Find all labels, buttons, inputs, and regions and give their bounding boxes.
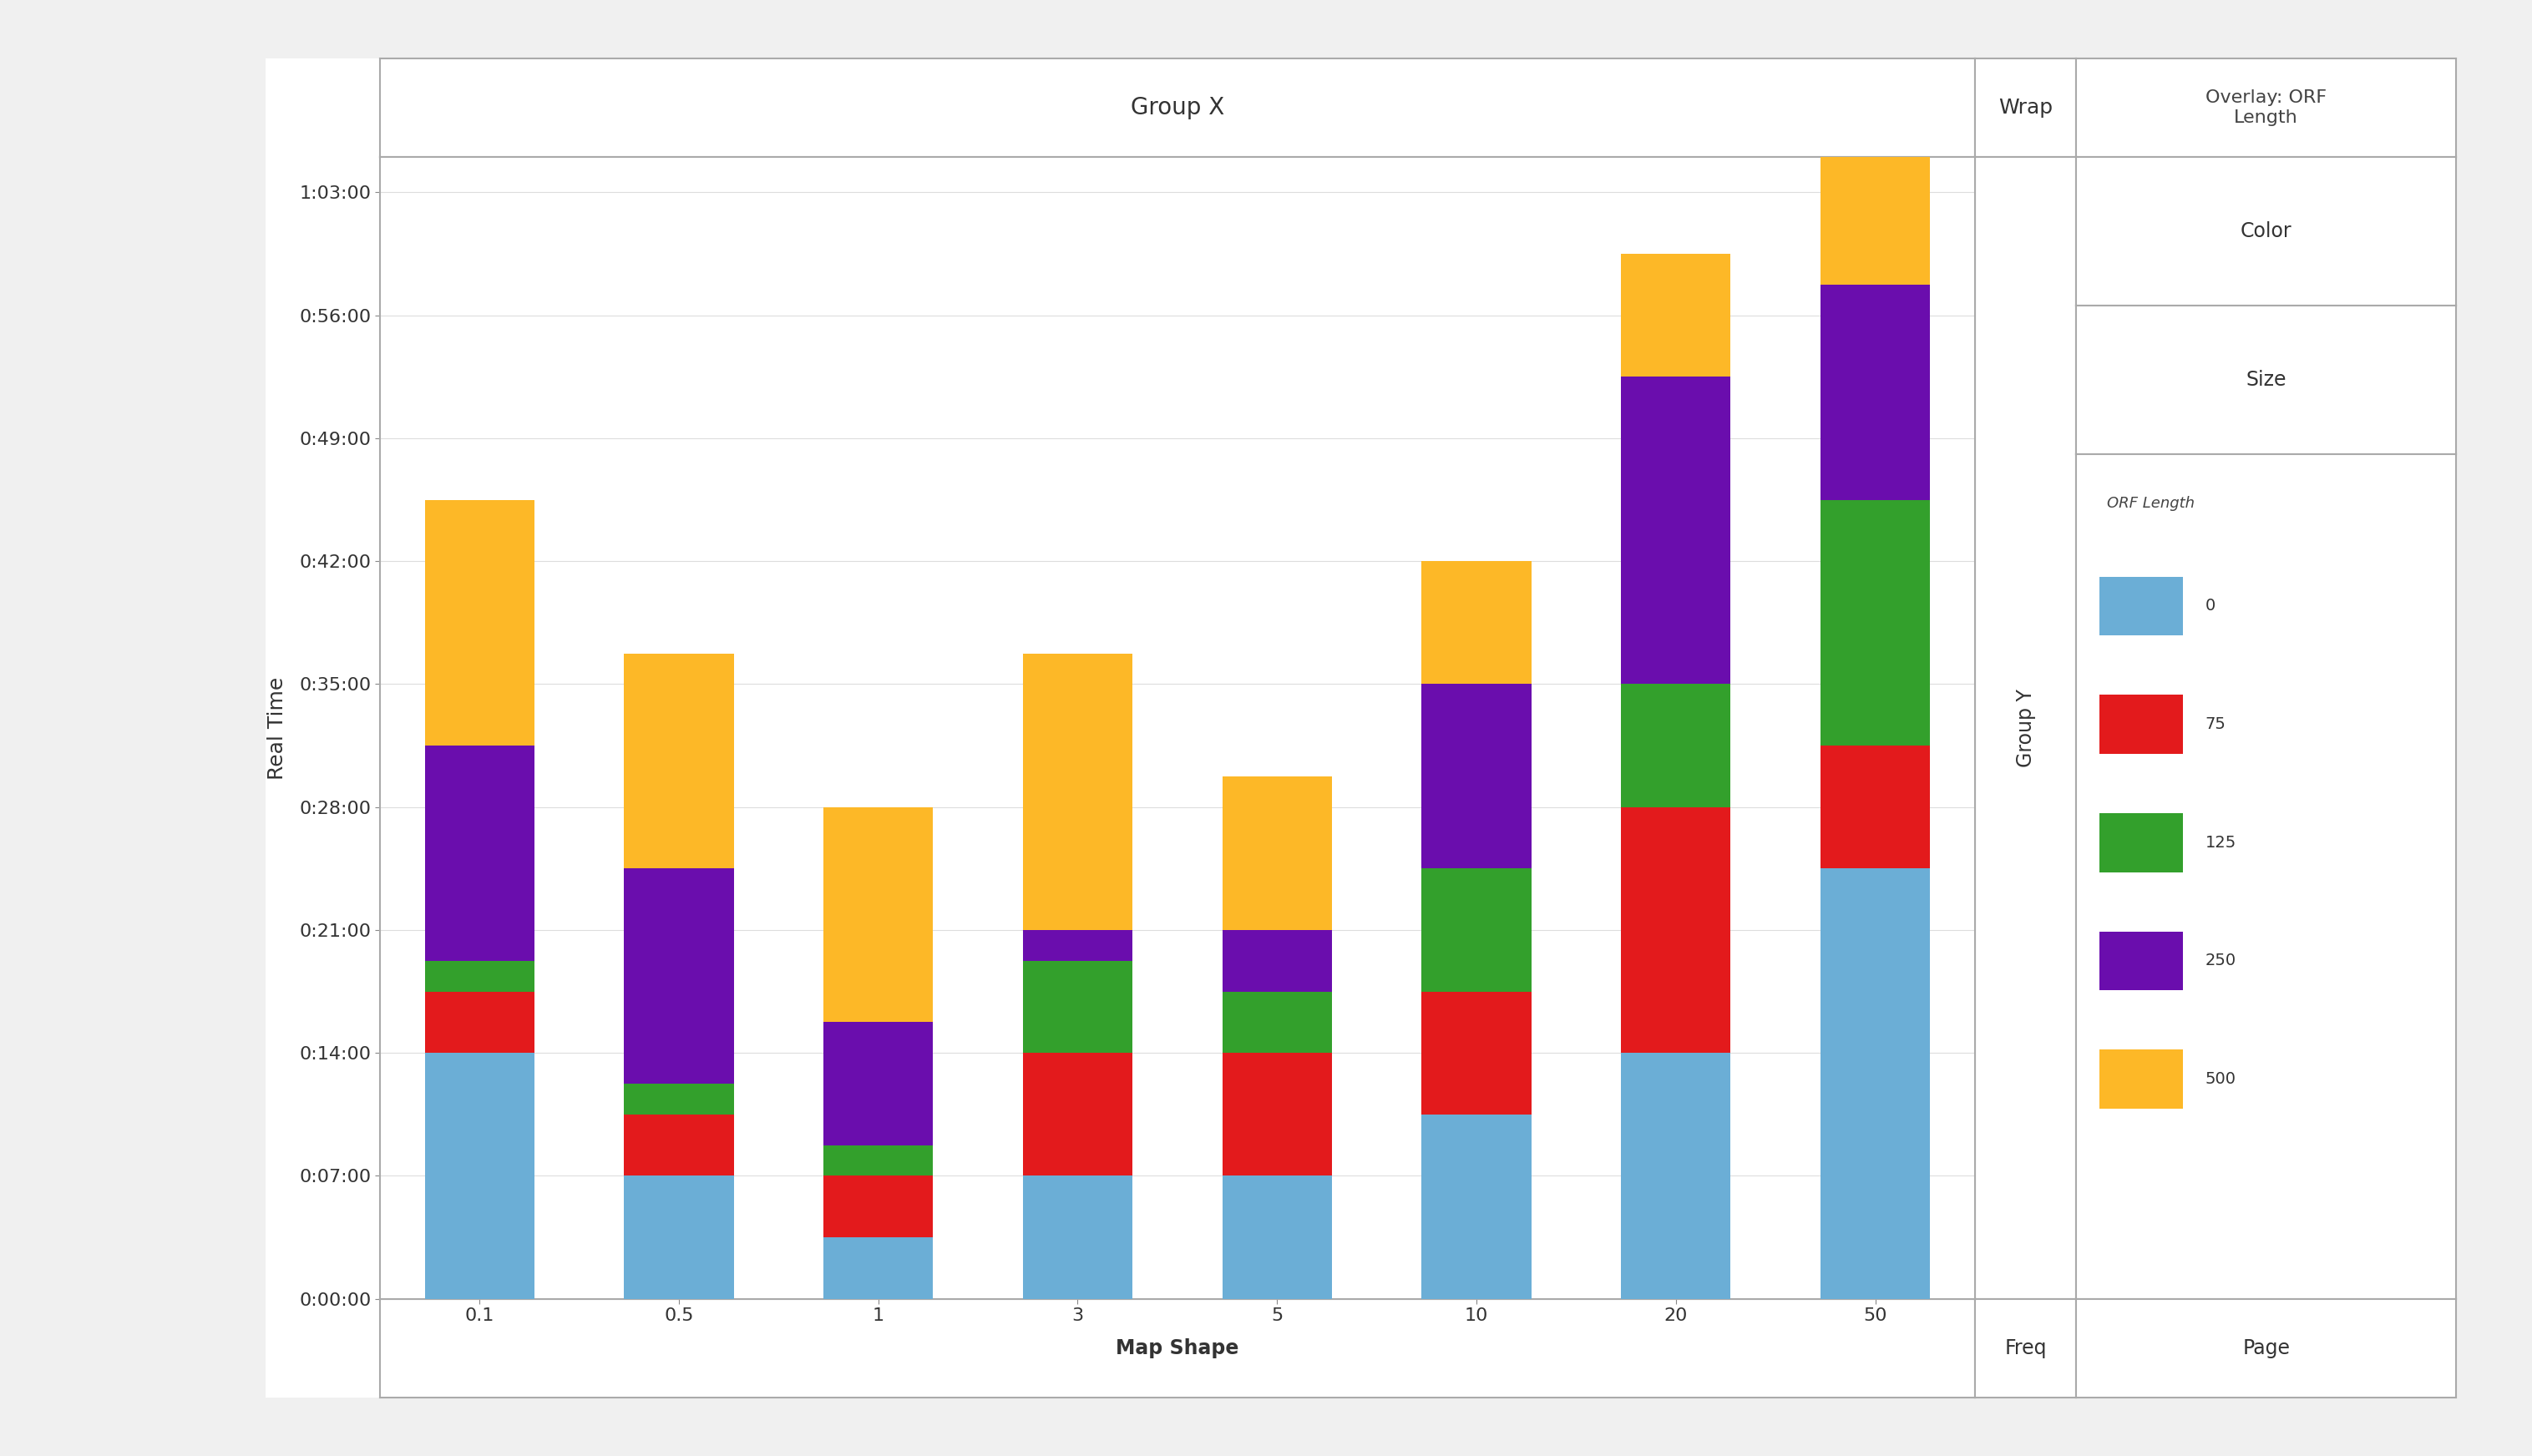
Y-axis label: Real Time: Real Time — [268, 677, 289, 779]
Text: Overlay: ORF
Length: Overlay: ORF Length — [2205, 90, 2327, 125]
Text: Wrap: Wrap — [1998, 98, 2053, 118]
Text: 250: 250 — [2205, 952, 2236, 968]
Text: Group X: Group X — [1129, 96, 1225, 119]
Text: Freq: Freq — [2005, 1338, 2046, 1358]
Bar — [823, 1022, 934, 1144]
Bar — [1821, 284, 1929, 499]
Bar — [623, 654, 734, 868]
Bar — [823, 1176, 934, 1238]
Bar — [823, 1144, 934, 1176]
Bar — [1620, 1053, 1732, 1299]
Bar — [623, 1114, 734, 1176]
Bar — [1023, 654, 1132, 930]
Text: Size: Size — [2246, 370, 2286, 390]
FancyBboxPatch shape — [2099, 932, 2183, 990]
Text: 500: 500 — [2205, 1072, 2236, 1088]
Bar — [425, 1053, 534, 1299]
Bar — [1420, 561, 1532, 684]
FancyBboxPatch shape — [2099, 577, 2183, 636]
Bar — [1023, 961, 1132, 1053]
Bar — [1223, 930, 1332, 992]
Bar — [823, 1238, 934, 1299]
Bar — [1821, 39, 1929, 284]
Bar — [1023, 1176, 1132, 1299]
FancyBboxPatch shape — [2099, 1050, 2183, 1108]
Bar — [1420, 868, 1532, 992]
Text: Color: Color — [2241, 221, 2291, 242]
Bar — [425, 499, 534, 745]
Bar — [1620, 253, 1732, 377]
Bar — [823, 807, 934, 1022]
Bar — [1223, 1176, 1332, 1299]
Text: 75: 75 — [2205, 716, 2226, 732]
Bar — [425, 745, 534, 961]
FancyBboxPatch shape — [2099, 812, 2183, 872]
Bar — [1023, 1053, 1132, 1176]
Bar — [425, 992, 534, 1053]
Bar — [425, 961, 534, 992]
Bar — [623, 868, 734, 1083]
Text: 125: 125 — [2205, 834, 2236, 850]
Bar — [1821, 745, 1929, 868]
Bar — [623, 1176, 734, 1299]
Text: Group Y: Group Y — [2015, 689, 2036, 767]
Text: Map Shape: Map Shape — [1117, 1338, 1238, 1358]
Bar — [623, 1083, 734, 1114]
Bar — [1620, 377, 1732, 684]
Text: 0: 0 — [2205, 598, 2216, 614]
Text: ORF Length: ORF Length — [2107, 496, 2195, 511]
Bar — [1023, 930, 1132, 961]
Bar — [1223, 1053, 1332, 1176]
Bar — [1821, 499, 1929, 745]
Bar — [1420, 992, 1532, 1114]
Bar — [1223, 992, 1332, 1053]
Text: Page: Page — [2243, 1338, 2289, 1358]
Bar — [1420, 684, 1532, 868]
Bar — [1620, 684, 1732, 807]
FancyBboxPatch shape — [2099, 695, 2183, 754]
Bar — [1821, 868, 1929, 1299]
Bar — [1420, 1114, 1532, 1299]
Bar — [1223, 776, 1332, 930]
Bar — [1620, 807, 1732, 1053]
